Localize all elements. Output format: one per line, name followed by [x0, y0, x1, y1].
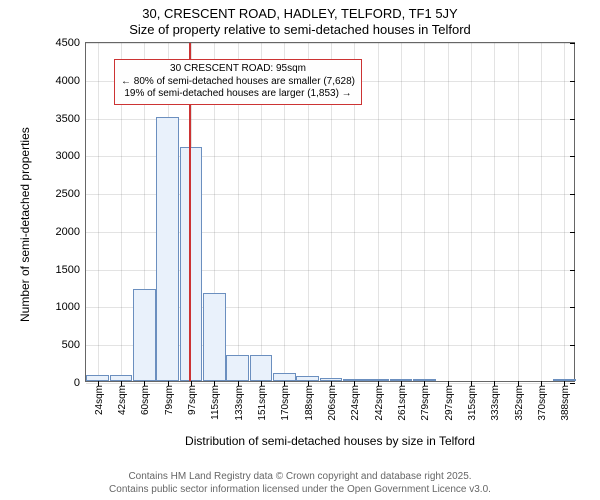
xtick-label: 279sqm [420, 381, 431, 421]
ytick-mark [570, 307, 575, 308]
xtick-label: 60sqm [140, 381, 151, 415]
chart-title-line1: 30, CRESCENT ROAD, HADLEY, TELFORD, TF1 … [0, 6, 600, 21]
x-axis-label: Distribution of semi-detached houses by … [85, 434, 575, 448]
histogram-bar [156, 117, 178, 381]
ytick-label: 2500 [56, 188, 86, 200]
ytick-mark [570, 345, 575, 346]
xtick-label: 24sqm [94, 381, 105, 415]
histogram-bar [203, 293, 225, 381]
ytick-label: 1000 [56, 301, 86, 313]
ytick-label: 500 [62, 339, 86, 351]
histogram-bar [273, 373, 295, 381]
xtick-label: 261sqm [397, 381, 408, 421]
plot-area: 05001000150020002500300035004000450024sq… [85, 42, 575, 382]
ytick-mark [570, 43, 575, 44]
annotation-line1: 30 CRESCENT ROAD: 95sqm [121, 63, 355, 76]
gridline-v [541, 43, 542, 381]
ytick-label: 3000 [56, 150, 86, 162]
ytick-label: 1500 [56, 264, 86, 276]
xtick-label: 333sqm [490, 381, 501, 421]
y-axis-label: Number of semi-detached properties [18, 127, 32, 322]
ytick-label: 2000 [56, 226, 86, 238]
xtick-label: 97sqm [187, 381, 198, 415]
xtick-label: 388sqm [560, 381, 571, 421]
ytick-mark [570, 232, 575, 233]
footer-line1: Contains HM Land Registry data © Crown c… [0, 471, 600, 484]
xtick-label: 133sqm [234, 381, 245, 421]
gridline-h [86, 43, 574, 44]
gridline-v [401, 43, 402, 381]
xtick-label: 206sqm [327, 381, 338, 421]
footer-attribution: Contains HM Land Registry data © Crown c… [0, 471, 600, 496]
xtick-label: 297sqm [444, 381, 455, 421]
xtick-label: 242sqm [374, 381, 385, 421]
ytick-mark [570, 119, 575, 120]
gridline-v [424, 43, 425, 381]
ytick-mark [570, 270, 575, 271]
xtick-label: 224sqm [350, 381, 361, 421]
annotation-box: 30 CRESCENT ROAD: 95sqm← 80% of semi-det… [114, 59, 362, 105]
footer-line2: Contains public sector information licen… [0, 484, 600, 497]
ytick-mark [570, 81, 575, 82]
xtick-label: 79sqm [164, 381, 175, 415]
histogram-bar [133, 289, 155, 381]
ytick-label: 3500 [56, 113, 86, 125]
xtick-label: 115sqm [210, 381, 221, 420]
annotation-line2: ← 80% of semi-detached houses are smalle… [121, 76, 355, 89]
gridline-v [378, 43, 379, 381]
gridline-v [494, 43, 495, 381]
xtick-label: 188sqm [304, 381, 315, 421]
xtick-label: 42sqm [117, 381, 128, 415]
gridline-v [471, 43, 472, 381]
gridline-v [564, 43, 565, 381]
chart-title-line2: Size of property relative to semi-detach… [0, 22, 600, 37]
xtick-label: 170sqm [280, 381, 291, 421]
gridline-v [98, 43, 99, 381]
ytick-mark [570, 156, 575, 157]
xtick-label: 315sqm [467, 381, 478, 421]
gridline-v [448, 43, 449, 381]
ytick-label: 0 [74, 377, 86, 389]
xtick-label: 370sqm [537, 381, 548, 421]
annotation-line3: 19% of semi-detached houses are larger (… [121, 88, 355, 101]
histogram-bar [180, 147, 202, 381]
histogram-bar [226, 355, 248, 381]
histogram-bar [250, 355, 272, 381]
gridline-v [518, 43, 519, 381]
ytick-label: 4000 [56, 75, 86, 87]
ytick-label: 4500 [56, 37, 86, 49]
xtick-label: 352sqm [514, 381, 525, 421]
ytick-mark [570, 194, 575, 195]
xtick-label: 151sqm [257, 381, 268, 421]
